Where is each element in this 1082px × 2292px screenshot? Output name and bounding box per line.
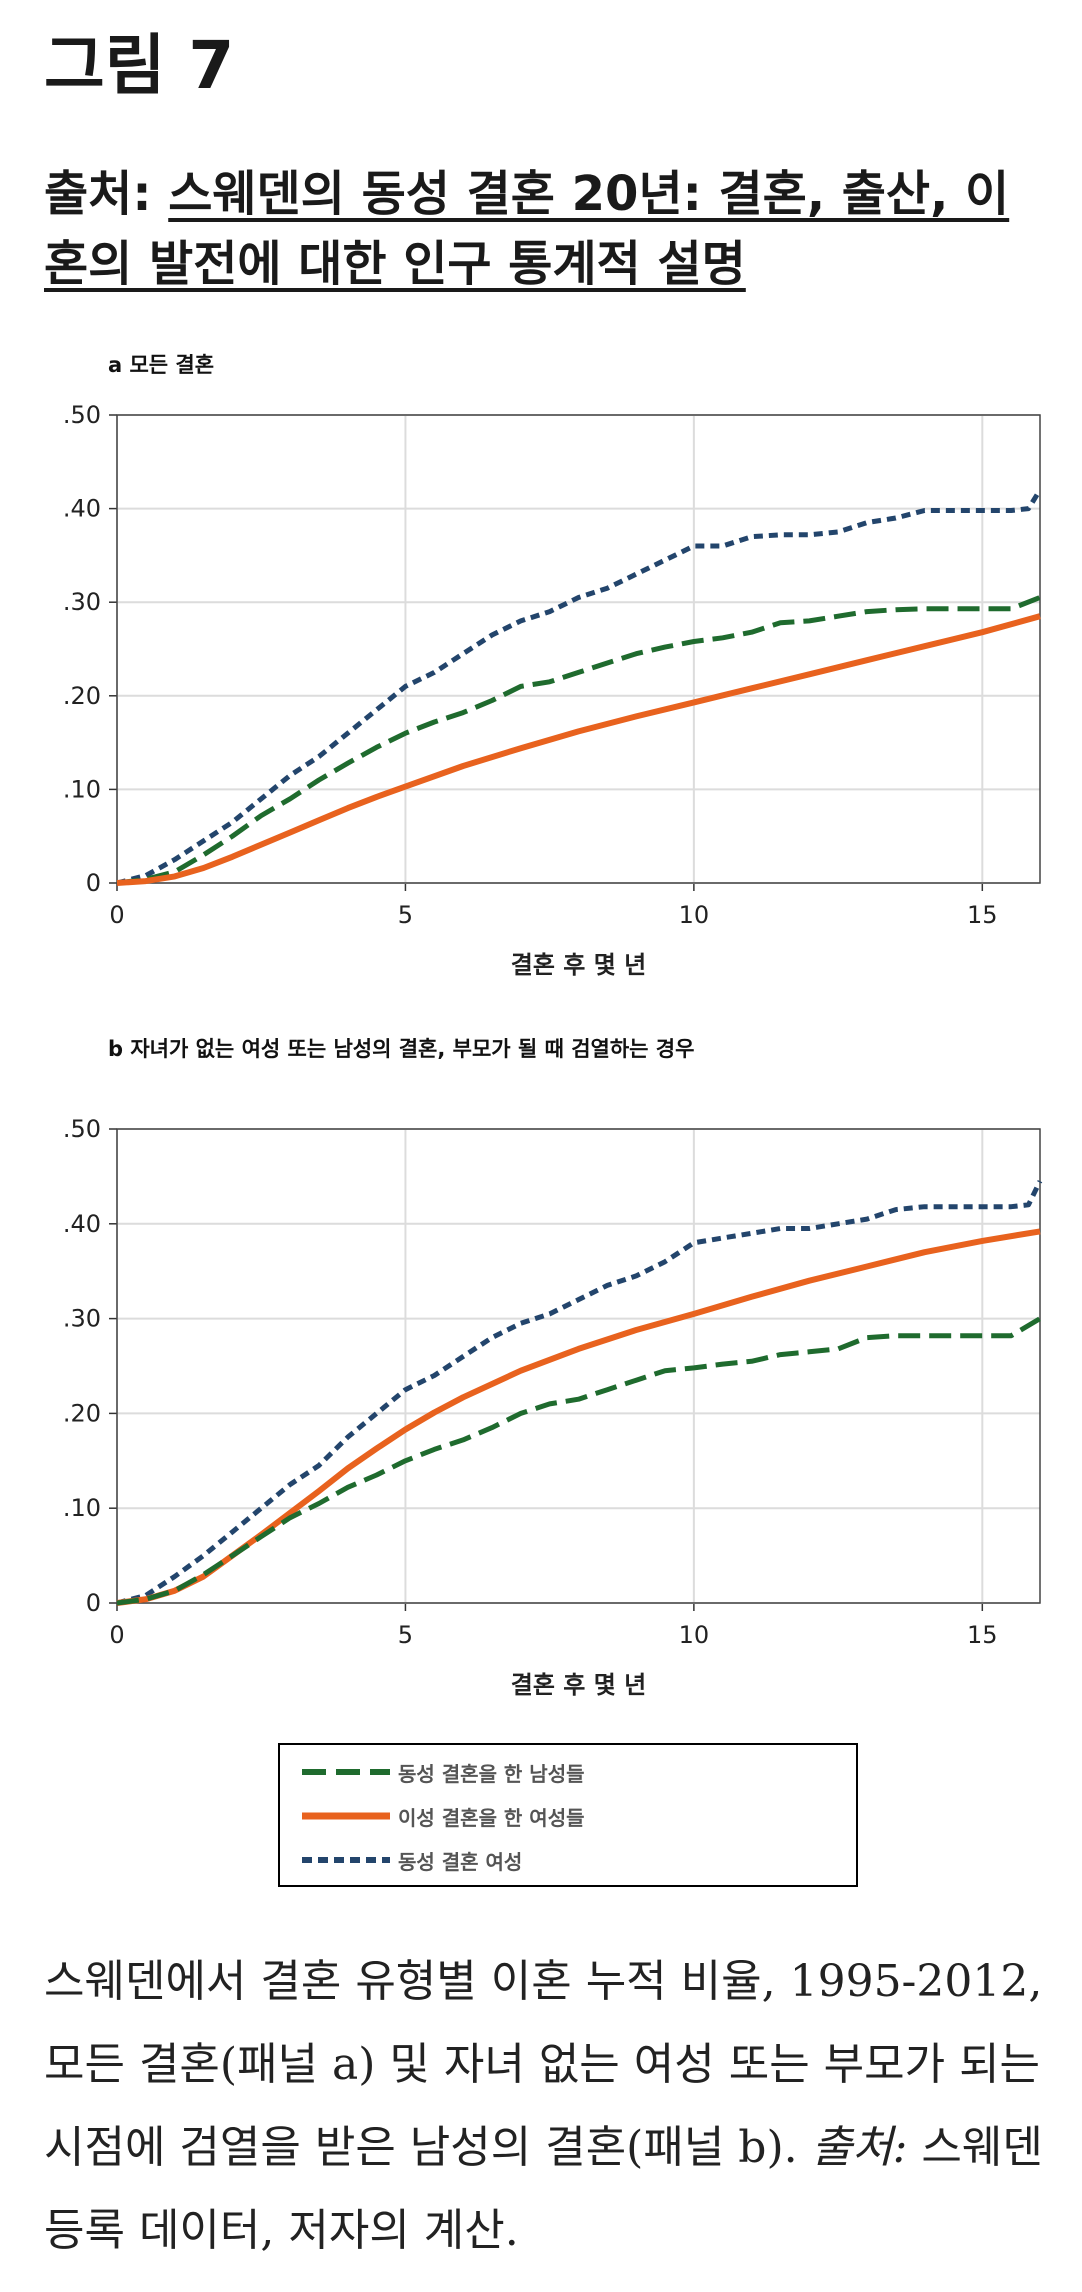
y-tick-label: .10 — [63, 1494, 101, 1522]
legend-item-orange: 이성 결혼을 한 여성들 — [300, 1799, 585, 1833]
plot-frame — [116, 1128, 1041, 1604]
chart-title: b 자녀가 없는 여성 또는 남성의 결혼, 부모가 될 때 검열하는 경우 — [108, 1037, 694, 1061]
figure-source: 출처: 스웨덴의 동성 결혼 20년: 결혼, 출산, 이혼의 발전에 대한 인… — [44, 160, 1044, 299]
legend-item-blue: 동성 결혼 여성 — [300, 1843, 522, 1877]
legend-item-green: 동성 결혼을 한 남성들 — [300, 1755, 585, 1789]
legend-label-orange: 이성 결혼을 한 여성들 — [398, 1805, 585, 1830]
figure-caption: 스웨덴에서 결혼 유형별 이혼 누적 비율, 1995-2012, 모든 결혼(… — [44, 1940, 1044, 2272]
y-tick-label: .10 — [63, 775, 101, 803]
caption-source-text: 스웨덴 등록 데이터, 저자의 계산. — [44, 2122, 1043, 2256]
caption-source-label: 출처: — [811, 2122, 908, 2173]
source-prefix: 출처: — [44, 166, 152, 222]
y-tick-label: .40 — [63, 1210, 101, 1238]
plot-frame — [116, 414, 1041, 884]
series-line-green — [116, 1316, 1042, 1606]
chart-title: a 모든 결혼 — [108, 353, 214, 377]
caption-main: 스웨덴에서 결혼 유형별 이혼 누적 비율, 1995-2012, 모든 결혼(… — [44, 1956, 1043, 2173]
figure-title: 그림 7 — [44, 27, 235, 104]
series-line-green — [116, 595, 1041, 886]
x-tick-label: 10 — [679, 901, 710, 929]
x-axis-label: 결혼 후 몇 년 — [511, 951, 646, 979]
y-tick-label: 0 — [86, 869, 101, 897]
y-tick-label: .30 — [63, 588, 101, 616]
chart-panel-a: a 모든 결혼 0 5 10 15 0 .10 .20 .30 .40 .50 결혼 후 몇 년 — [63, 353, 1043, 979]
y-tick-label: 0 — [86, 1589, 101, 1617]
y-tick-label: .40 — [63, 495, 101, 523]
x-tick-label: 15 — [967, 901, 998, 929]
x-tick-label: 0 — [109, 1621, 124, 1649]
chart-panel-b: b 자녀가 없는 여성 또는 남성의 결혼, 부모가 될 때 검열하는 경우 0 5… — [63, 1037, 1043, 1699]
x-tick-label: 10 — [679, 1621, 710, 1649]
x-tick-label: 5 — [398, 901, 413, 929]
legend-swatch-blue — [302, 1857, 390, 1863]
series-line-blue — [116, 1180, 1043, 1606]
x-tick-label: 0 — [109, 901, 124, 929]
series-line-blue — [116, 488, 1043, 886]
source-link[interactable]: 스웨덴의 동성 결혼 20년: 결혼, 출산, 이혼의 발전에 대한 인구 통계… — [44, 166, 1010, 292]
legend-swatch-orange — [302, 1812, 390, 1820]
x-tick-label: 5 — [398, 1621, 413, 1649]
y-tick-label: .20 — [63, 1399, 101, 1427]
y-tick-label: .50 — [63, 1115, 101, 1143]
chart-legend: 동성 결혼을 한 남성들 이성 결혼을 한 여성들 동성 결혼 여성 — [278, 1743, 858, 1887]
series-line-orange — [116, 1228, 1041, 1606]
y-tick-label: .20 — [63, 682, 101, 710]
legend-label-green: 동성 결혼을 한 남성들 — [398, 1761, 585, 1786]
y-tick-label: .50 — [63, 401, 101, 429]
legend-label-blue: 동성 결혼 여성 — [398, 1849, 523, 1874]
y-tick-label: .30 — [63, 1305, 101, 1333]
x-tick-label: 15 — [967, 1621, 998, 1649]
legend-swatch-green — [302, 1769, 390, 1775]
x-axis-label: 결혼 후 몇 년 — [511, 1671, 646, 1699]
series-line-orange — [116, 613, 1041, 886]
